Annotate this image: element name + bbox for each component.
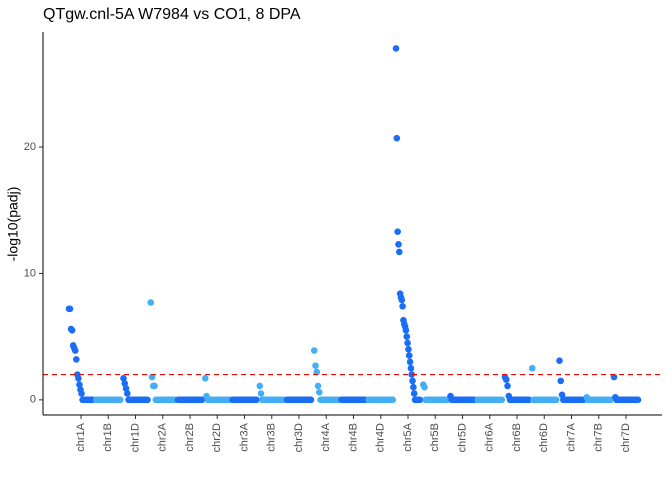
x-tick-label: chr4D <box>375 423 387 452</box>
x-tick-label: chr5B <box>429 423 441 452</box>
point <box>393 134 401 142</box>
x-tick-label: chr1B <box>102 423 114 452</box>
point <box>75 375 82 382</box>
point <box>610 373 618 381</box>
x-tick-label: chr1D <box>129 423 141 452</box>
y-tick-label: 20 <box>24 141 36 153</box>
point <box>201 375 209 382</box>
point <box>558 391 566 399</box>
point <box>316 388 323 396</box>
x-tick-label: chr5A <box>402 422 414 451</box>
y-axis-label: -log10(padj) <box>5 187 21 262</box>
point <box>552 396 560 404</box>
x-tick-label: chr1A <box>75 422 87 451</box>
point <box>394 228 401 236</box>
point <box>404 339 411 347</box>
x-tick-label: chr2A <box>157 422 169 451</box>
point <box>634 396 642 404</box>
point <box>147 299 155 306</box>
x-tick-label: chr3A <box>238 422 250 451</box>
point <box>504 382 511 390</box>
point <box>405 345 412 353</box>
point <box>405 352 413 359</box>
chart-title: QTgw.cnl-5A W7984 vs CO1, 8 DPA <box>43 6 301 23</box>
x-tick-label: chr3D <box>293 423 305 452</box>
point <box>528 364 536 372</box>
point <box>402 327 410 334</box>
point <box>256 382 264 390</box>
point <box>116 396 124 404</box>
x-tick-label: chr7D <box>620 423 632 452</box>
point <box>408 371 416 378</box>
x-tick-label: chr6B <box>511 423 523 452</box>
point <box>307 396 315 404</box>
point <box>121 380 129 387</box>
point <box>407 364 415 372</box>
point <box>66 305 74 313</box>
point <box>73 356 80 363</box>
point <box>123 390 131 397</box>
point <box>310 347 318 354</box>
point <box>312 362 319 370</box>
point <box>556 357 563 364</box>
x-tick-label: chr4A <box>320 422 332 451</box>
point <box>389 396 397 404</box>
x-tick-label: chr6A <box>484 422 496 451</box>
point <box>71 347 79 354</box>
point <box>198 396 206 404</box>
x-tick-label: chr5D <box>456 423 468 452</box>
point <box>398 296 406 304</box>
point <box>313 368 321 376</box>
point <box>410 390 418 397</box>
point <box>410 383 417 391</box>
x-tick-label: chr4B <box>347 423 359 452</box>
point <box>148 373 156 381</box>
point <box>416 396 424 404</box>
point <box>144 396 151 404</box>
point <box>395 241 402 248</box>
point <box>122 385 130 392</box>
point <box>151 382 158 390</box>
x-tick-label: chr7B <box>593 423 605 452</box>
point <box>406 358 414 366</box>
point <box>409 377 416 385</box>
x-tick-label: chr3B <box>266 423 278 452</box>
point <box>314 382 322 390</box>
point <box>68 327 76 334</box>
point <box>403 333 411 340</box>
y-tick-label: 10 <box>24 267 36 279</box>
x-tick-label: chr6D <box>538 423 550 452</box>
point <box>498 396 506 404</box>
point <box>396 248 403 256</box>
point <box>120 375 127 382</box>
y-tick-label: 0 <box>30 394 36 406</box>
x-tick-label: chr7A <box>565 422 577 451</box>
point <box>399 302 406 310</box>
point <box>392 45 400 52</box>
point <box>421 383 428 391</box>
point <box>257 390 265 397</box>
point <box>253 396 260 404</box>
x-tick-label: chr2D <box>211 423 223 452</box>
point <box>76 381 83 388</box>
point <box>502 376 510 383</box>
point <box>525 396 533 404</box>
x-tick-label: chr2B <box>184 423 196 452</box>
point <box>78 390 85 397</box>
point <box>557 377 565 385</box>
